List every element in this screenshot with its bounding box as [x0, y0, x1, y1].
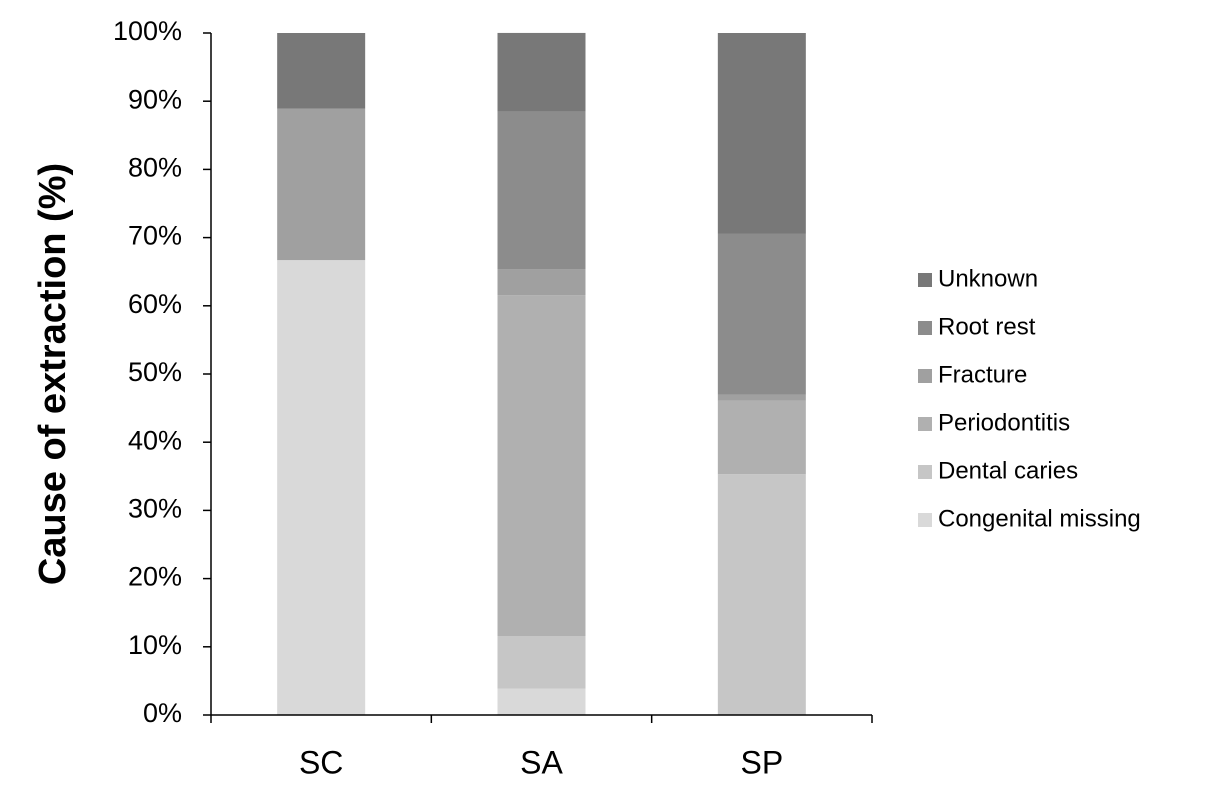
y-tick-label: 50% [128, 357, 182, 387]
bar-segment [497, 688, 586, 715]
bar-segment [497, 269, 586, 296]
x-tick-label: SA [520, 744, 563, 780]
bar-segment [277, 108, 366, 261]
y-tick-label: 20% [128, 562, 182, 592]
bar-segment [277, 260, 366, 715]
y-tick-label: 10% [128, 630, 182, 660]
legend-label: Root rest [938, 313, 1036, 340]
y-tick-label: 80% [128, 153, 182, 183]
y-tick-label: 40% [128, 425, 182, 455]
legend-swatch [918, 369, 932, 383]
bar-segment [277, 33, 366, 109]
y-tick-label: 30% [128, 494, 182, 524]
y-axis-title: Cause of extraction (%) [32, 163, 74, 585]
y-tick-label: 60% [128, 289, 182, 319]
bar-segment [717, 394, 806, 401]
y-tick-label: 0% [143, 698, 182, 728]
legend-swatch [918, 465, 932, 479]
y-tick-label: 70% [128, 221, 182, 251]
legend-swatch [918, 273, 932, 287]
bar-segment [717, 233, 806, 395]
bar-segment [497, 295, 586, 637]
legend-label: Unknown [938, 265, 1038, 292]
legend-label: Fracture [938, 361, 1027, 388]
legend-swatch [918, 417, 932, 431]
y-tick-label: 100% [113, 16, 182, 46]
bar-segment [497, 636, 586, 689]
bar-segment [717, 400, 806, 475]
x-tick-label: SP [740, 744, 783, 780]
legend-swatch [918, 321, 932, 335]
bar-segment [497, 32, 586, 112]
bar-segment [717, 474, 806, 715]
bar-segment [717, 33, 806, 234]
legend-swatch [918, 513, 932, 527]
legend-label: Periodontitis [938, 409, 1070, 436]
legend-label: Congenital missing [938, 505, 1141, 532]
legend-label: Dental caries [938, 457, 1078, 484]
y-tick-label: 90% [128, 84, 182, 114]
x-tick-label: SC [299, 744, 343, 780]
bar-segment [497, 111, 586, 270]
